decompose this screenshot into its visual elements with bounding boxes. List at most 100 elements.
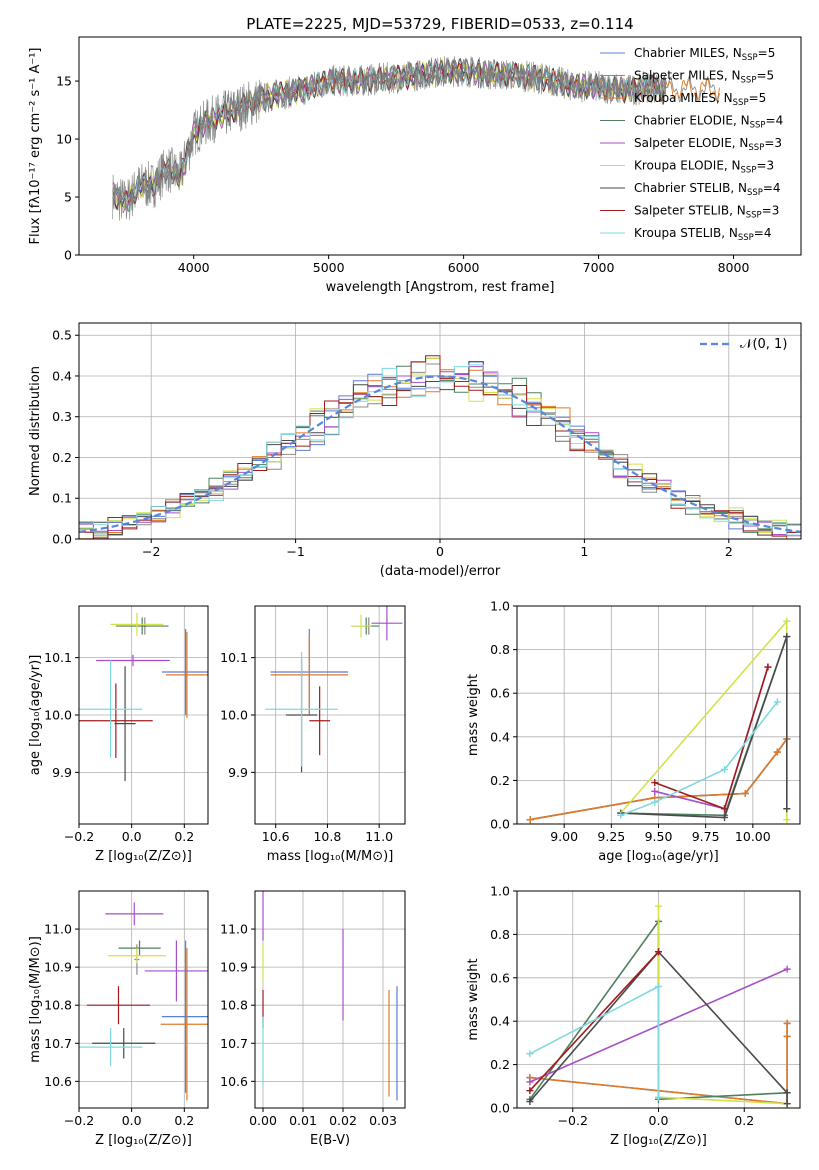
legend-label: Salpeter MILES, NSSP=5 <box>634 69 774 86</box>
x-tick-label: 6000 <box>448 260 480 275</box>
x-axis-label: age [log₁₀(age/yr)] <box>598 849 719 864</box>
y-tick-label: 10.1 <box>44 650 72 665</box>
x-tick-label: 10.00 <box>735 829 771 844</box>
y-tick-label: 10.9 <box>44 960 72 975</box>
y-tick-label: 0.0 <box>52 532 72 547</box>
y-tick-label: 10.7 <box>44 1036 72 1051</box>
y-tick-label: 10.9 <box>220 960 248 975</box>
x-tick-label: 9.00 <box>550 829 578 844</box>
weight-line <box>529 985 660 1098</box>
y-axis-label: Normed distribution <box>28 366 43 496</box>
weight-marker <box>773 698 781 706</box>
x-tick-label: 0.01 <box>289 1113 317 1128</box>
y-tick-label: 0.6 <box>490 970 510 985</box>
y-axis-label: mass weight <box>466 674 481 756</box>
panel-weight_vs_age: 9.00 9.25 9.50 9.75 10.00 0.0 0.2 0.4 0.6 0.8 1.0 a… <box>466 599 801 864</box>
weight-marker <box>526 1078 534 1086</box>
weight-marker <box>783 1019 791 1027</box>
weight-marker <box>651 798 659 806</box>
data-line <box>112 56 667 221</box>
x-axis-label: mass [log₁₀(M/M⊙)] <box>267 849 394 864</box>
y-tick-label: 11.0 <box>220 922 248 937</box>
x-tick-label: 9.50 <box>645 829 673 844</box>
weight-marker <box>783 805 791 813</box>
y-tick-label: 10.6 <box>44 1074 72 1089</box>
x-tick-label: 9.25 <box>597 829 625 844</box>
x-tick-label: 1 <box>580 544 588 559</box>
x-tick-label: 0.02 <box>329 1113 357 1128</box>
weight-marker <box>617 811 625 819</box>
weight-line <box>620 636 788 819</box>
axes-frame <box>78 36 802 256</box>
y-axis-label: mass weight <box>466 958 481 1040</box>
y-axis-label: age [log₁₀(age/yr)] <box>28 655 43 776</box>
x-tick-label: 0.2 <box>174 829 194 844</box>
weight-marker <box>651 787 659 795</box>
y-tick-label: 5 <box>64 190 72 205</box>
weight-line <box>529 950 788 1104</box>
weight-marker <box>764 663 772 671</box>
weight-marker <box>783 965 791 973</box>
histogram-steps <box>79 355 801 539</box>
weight-line <box>657 906 788 1105</box>
weight-marker <box>721 766 729 773</box>
y-tick-label: 9.9 <box>52 765 72 780</box>
weight-marker <box>783 1100 791 1108</box>
y-tick-label: 0.8 <box>490 927 510 942</box>
x-tick-label: 0.2 <box>174 1113 194 1128</box>
weight-line <box>529 951 660 1092</box>
legend-label: Chabrier STELIB, NSSP=4 <box>634 181 781 198</box>
normal-curve <box>79 375 801 533</box>
weight-marker <box>783 1089 791 1097</box>
plot-area <box>526 617 791 824</box>
plot-area <box>112 56 720 221</box>
x-axis-label: Z [log₁₀(Z/Z⊙)] <box>610 1133 707 1148</box>
weight-marker <box>783 633 791 641</box>
figure-title: PLATE=2225, MJD=53729, FIBERID=0533, z=0… <box>246 15 633 33</box>
y-tick-label: 0.6 <box>490 686 510 701</box>
weight-marker <box>655 982 662 990</box>
weight-marker <box>655 1093 662 1101</box>
legend-label: Kroupa STELIB, NSSP=4 <box>634 226 772 243</box>
x-tick-label: 10.6 <box>262 829 290 844</box>
panel-age_vs_Z: −0.2 0.0 0.2 9.9 10.0 10.1 Z [log₁₀(Z/Z⊙)] age … <box>28 605 209 864</box>
x-axis-label: Z [log₁₀(Z/Z⊙)] <box>95 1133 192 1148</box>
histogram-steps <box>79 364 801 536</box>
y-tick-label: 0.4 <box>52 368 72 383</box>
plot-area <box>79 355 801 539</box>
weight-marker <box>721 813 729 821</box>
x-tick-label: 7000 <box>583 260 615 275</box>
x-tick-label: 0 <box>436 544 444 559</box>
weight-marker <box>773 748 781 756</box>
x-tick-label: −0.2 <box>558 1113 588 1128</box>
x-axis-label: Z [log₁₀(Z/Z⊙)] <box>95 849 192 864</box>
y-tick-label: 0.2 <box>52 450 72 465</box>
x-tick-label: 0.0 <box>649 1113 669 1128</box>
panel-mass_vs_Z: −0.2 0.0 0.2 10.6 10.7 10.8 10.9 11.0 Z [log₁₀(Z… <box>28 890 209 1148</box>
panel-spectrum: 4000 5000 6000 7000 8000 0 5 10 15 wavelength [An… <box>28 36 802 295</box>
plot-area <box>526 902 791 1108</box>
y-tick-label: 0.5 <box>52 328 72 343</box>
x-tick-label: 2 <box>725 544 733 559</box>
legend-label: Salpeter ELODIE, NSSP=3 <box>634 136 782 153</box>
weight-marker <box>783 617 791 625</box>
panel-weight_vs_Z: −0.2 0.0 0.2 0.0 0.2 0.4 0.6 0.8 1.0 Z [log₁₀(Z/Z… <box>466 884 801 1148</box>
legend-label: 𝒩(0, 1) <box>740 337 787 352</box>
y-tick-label: 1.0 <box>490 599 510 614</box>
y-tick-label: 10.8 <box>44 998 72 1013</box>
x-tick-label: 0.00 <box>249 1113 277 1128</box>
x-axis-label: E(B-V) <box>310 1133 350 1148</box>
weight-marker <box>526 816 534 824</box>
x-axis-label: wavelength [Angstrom, rest frame] <box>326 280 555 295</box>
x-tick-label: 0.03 <box>369 1113 397 1128</box>
panel-residuals: −2 −1 0 1 2 0.0 0.1 0.2 0.3 0.4 0.5 (data-model)/er… <box>28 322 802 579</box>
y-tick-label: 0 <box>64 248 72 263</box>
plot-area <box>262 891 398 1101</box>
y-tick-label: 15 <box>56 74 72 89</box>
y-tick-label: 1.0 <box>490 884 510 899</box>
y-tick-label: 0.4 <box>490 729 510 744</box>
x-tick-label: 0.0 <box>122 1113 142 1128</box>
weight-marker <box>741 789 749 797</box>
weight-marker <box>526 1050 534 1058</box>
